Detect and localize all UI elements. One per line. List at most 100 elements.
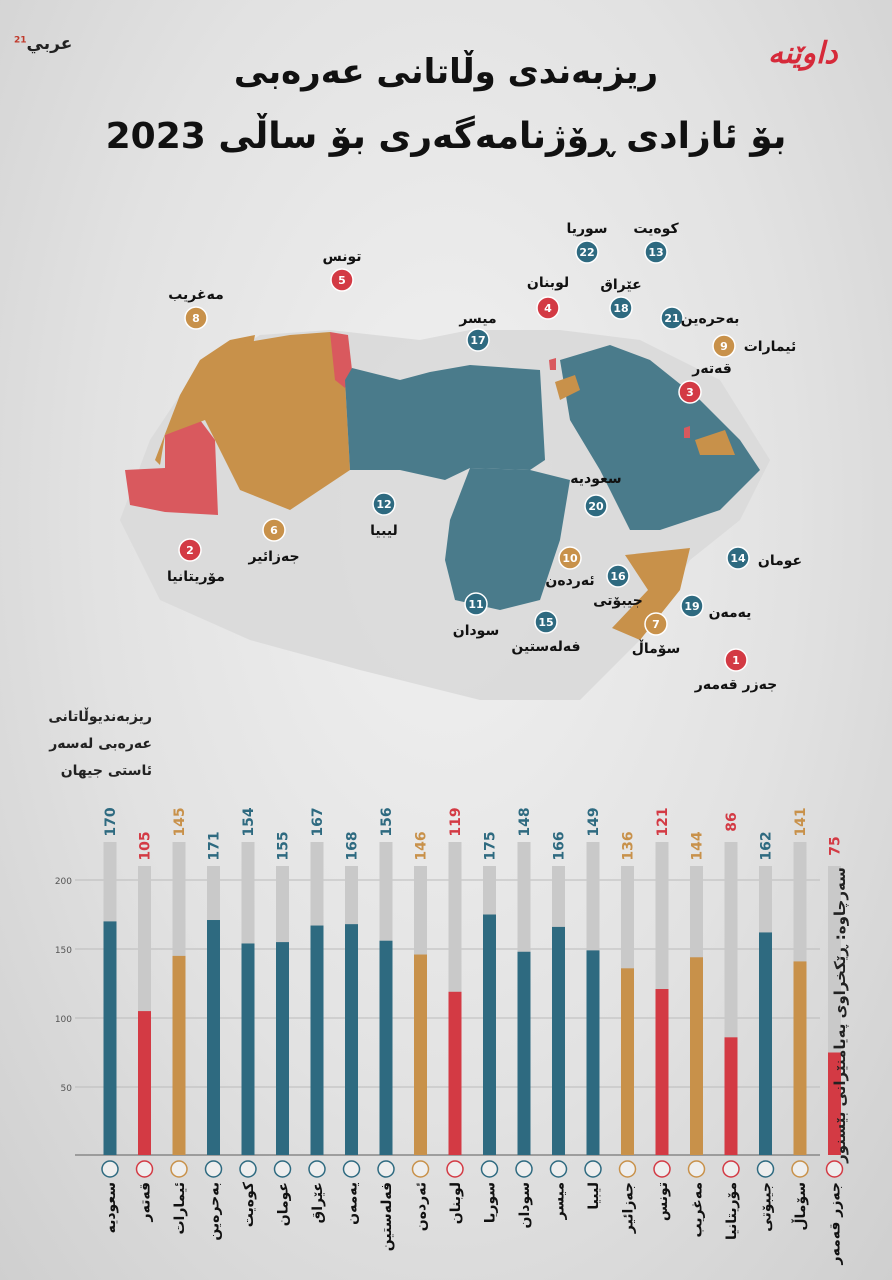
logo-dawena: داوێنە	[768, 36, 838, 71]
bar	[448, 991, 462, 1155]
category-label: سۆماڵ	[791, 1182, 809, 1231]
bar-value-label: 136	[621, 831, 637, 860]
map-label-3: 6 جەزائیر	[247, 518, 300, 565]
bar-group-5: 155 عومان	[273, 831, 292, 1226]
category-label: بەحرەین	[207, 1182, 223, 1241]
bar	[586, 950, 600, 1155]
map-label-15: 3 قەتەر	[678, 361, 732, 404]
bar	[655, 989, 669, 1155]
map-label-4: 12 لیبیا	[370, 492, 398, 539]
map-label-16: 20 سعودیە	[570, 471, 622, 518]
libya-flag	[584, 1160, 602, 1178]
map-label-1: 8 مەغریب	[168, 287, 224, 330]
map-country-name: جیبۆتی	[593, 593, 643, 609]
bar-value-label: 86	[724, 812, 740, 831]
bar-group-17: 144 مەغریب	[687, 831, 706, 1238]
bar-value-label: 166	[552, 831, 568, 860]
map-country-name: ئەردەن	[545, 573, 594, 589]
bar	[517, 951, 531, 1155]
map-rank-badge	[712, 334, 736, 358]
bar-track	[690, 866, 703, 1155]
bar-group-9: 146 ئەردەن	[411, 831, 430, 1231]
bar-track	[448, 842, 462, 1155]
map-label-17: 16 جیبۆتی	[593, 564, 643, 609]
rank-caption-line1: ریزبەندیوڵاتانی	[48, 709, 152, 725]
map-rank-number: 3	[686, 386, 694, 399]
map-label-2: 2 مۆریتانیا	[167, 538, 225, 585]
map-label-14: 9 ئیمارات	[712, 334, 797, 358]
map-rank-badge	[178, 538, 202, 562]
map-rank-badge	[184, 306, 208, 330]
palestine-flag	[377, 1160, 395, 1178]
map-rank-badge	[534, 610, 558, 634]
logo-21arabi-text: عربي	[26, 34, 73, 54]
map-rank-number: 10	[562, 552, 578, 565]
map-country-name: مەغریب	[168, 287, 224, 303]
bar-group-0: 170 سعودیە	[101, 807, 119, 1233]
bar	[759, 932, 772, 1155]
map-rank-number: 5	[338, 274, 346, 287]
bar-track	[138, 866, 151, 1155]
map-country-name: عومان	[758, 553, 802, 569]
map-country-name: تونس	[322, 249, 361, 265]
map-country-name: جەزر قەمەر	[694, 677, 777, 693]
map-rank-number: 6	[270, 524, 278, 537]
map-rank-number: 18	[613, 302, 628, 315]
morocco-flag	[687, 1160, 706, 1178]
uae-flag	[170, 1160, 188, 1178]
bar-group-14: 149 لیبیا	[584, 807, 602, 1210]
bar-value-label: 156	[379, 807, 395, 836]
category-label: مۆریتانیا	[724, 1182, 740, 1240]
y-tick-label: 200	[55, 877, 72, 887]
map-qatar	[684, 426, 690, 438]
category-label: ئەردەن	[414, 1182, 430, 1231]
bar-value-label: 146	[414, 831, 430, 860]
map-country-name: یەمەن	[709, 605, 752, 621]
bar	[103, 921, 117, 1155]
map-rank-badge	[644, 240, 668, 264]
category-label: مەغریب	[690, 1182, 706, 1238]
bar	[379, 940, 393, 1155]
map-rank-badge	[536, 296, 560, 320]
map-label-6: 11 سودان	[453, 592, 499, 639]
bar-value-label: 145	[172, 807, 188, 836]
rank-caption-line2: عەرەبی لەسەر	[49, 736, 152, 752]
page-title-line1: ریزبەندی وڵاتانی عەرەبی	[233, 52, 659, 92]
category-label: کوەیت	[241, 1181, 257, 1227]
category-label: لوبنان	[448, 1182, 464, 1224]
saudi-arabia-flag	[101, 1160, 119, 1178]
category-label: سعودیە	[103, 1182, 119, 1233]
map-country-name: قەتەر	[691, 361, 731, 377]
bar	[276, 942, 289, 1155]
map-rank-number: 20	[588, 500, 604, 513]
map-label-13: 21 بەحرەین	[660, 306, 739, 330]
bar-group-16: 121 تونس	[653, 807, 671, 1221]
map-tunisia	[330, 332, 352, 388]
map-label-12: 13 کوەیت	[633, 221, 679, 264]
map-country-name: سۆماڵ	[632, 639, 681, 657]
map-rank-badge	[466, 328, 490, 352]
map-rank-badge	[724, 648, 748, 672]
bar-track	[103, 842, 117, 1155]
map-rank-number: 16	[610, 570, 626, 583]
chart-bars: 170 سعودیە 105 قەتەر 145 ئیمارات 171 بەحرەین 154…	[101, 807, 844, 1265]
iraq-flag	[308, 1160, 326, 1178]
bar	[310, 925, 324, 1155]
category-label: میسر	[552, 1182, 568, 1220]
category-label: سوریا	[483, 1182, 499, 1223]
rank-caption: ریزبەندیوڵاتانی عەرەبی لەسەر ئاستی جیهان	[22, 704, 152, 785]
bar-group-15: 136 جەزائیر	[618, 831, 637, 1234]
map-rank-number: 19	[684, 600, 699, 613]
map-label-5: 17 میسر	[458, 311, 497, 352]
bar	[207, 920, 220, 1155]
y-tick-label: 100	[55, 1015, 72, 1025]
map-country-name: کوەیت	[633, 221, 679, 237]
map-country-name: مۆریتانیا	[167, 569, 225, 585]
category-label: قەتەر	[138, 1182, 154, 1222]
map-country-name: ئیمارات	[744, 339, 797, 355]
bar	[621, 968, 634, 1155]
oman-flag	[273, 1160, 292, 1178]
bar-group-13: 166 میسر	[549, 831, 568, 1220]
bar-track	[552, 866, 565, 1155]
